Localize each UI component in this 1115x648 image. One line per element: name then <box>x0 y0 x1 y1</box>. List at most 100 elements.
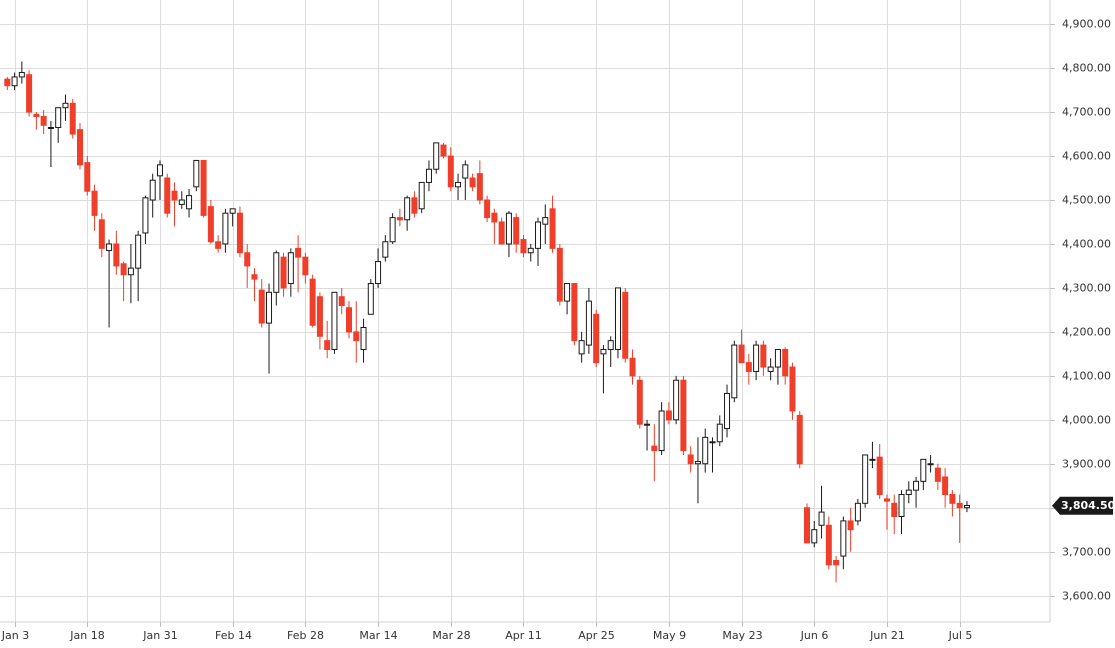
candle <box>796 411 803 469</box>
y-tick-label: 4,000.00 <box>1062 414 1111 427</box>
candle-body <box>91 190 98 216</box>
candle-body <box>767 366 774 372</box>
candle <box>91 184 98 231</box>
candle-body <box>818 511 825 526</box>
candle-body <box>135 234 142 269</box>
candle-body <box>542 217 549 225</box>
candle-body <box>883 498 890 502</box>
candle <box>215 235 222 253</box>
x-tick-label: Jan 3 <box>1 629 29 642</box>
candle <box>142 195 149 244</box>
candle-body <box>571 283 578 342</box>
candle-body <box>455 181 462 188</box>
candle-body <box>360 326 367 350</box>
candle-body <box>55 107 62 128</box>
last-price-tag-shape <box>1052 496 1113 515</box>
candle <box>18 61 25 84</box>
candle <box>905 481 912 504</box>
candle <box>687 446 694 473</box>
candle <box>753 340 760 381</box>
candle-body <box>644 423 651 426</box>
candle <box>411 191 418 218</box>
candle-body <box>229 208 236 214</box>
candle-body <box>876 456 883 496</box>
candle <box>156 160 163 201</box>
candle-body <box>404 197 411 221</box>
candle-body <box>331 291 338 350</box>
candle <box>287 248 294 297</box>
candle-body <box>505 212 512 245</box>
candle-body <box>367 283 374 315</box>
candle <box>956 494 963 543</box>
candle-body <box>847 520 854 531</box>
y-tick-label: 4,300.00 <box>1062 282 1111 295</box>
candle-body <box>920 458 927 482</box>
candle <box>585 287 592 354</box>
candle-body <box>709 441 716 444</box>
candle-body <box>796 414 803 465</box>
candle <box>782 347 789 385</box>
candle-body <box>251 274 258 280</box>
candle-body <box>556 247 563 302</box>
candle-body <box>585 300 592 346</box>
candle-body <box>40 115 47 126</box>
candle <box>862 454 869 508</box>
candle-body <box>716 423 723 443</box>
candle <box>302 252 309 284</box>
candle <box>367 279 374 315</box>
candle-body <box>77 129 83 166</box>
candle <box>556 243 563 306</box>
candle <box>418 181 425 214</box>
candle <box>571 283 578 346</box>
candle-body <box>69 102 76 135</box>
candle <box>193 159 200 192</box>
y-tick-label: 3,700.00 <box>1062 546 1111 559</box>
candle <box>113 230 120 275</box>
candle <box>578 331 585 363</box>
x-tick-label: Mar 28 <box>432 629 470 642</box>
candle-body <box>927 463 934 466</box>
candle-body <box>302 256 309 276</box>
candle-body <box>345 307 352 333</box>
candle-body <box>127 267 134 276</box>
candle-body <box>535 221 542 249</box>
candle-body <box>593 313 600 364</box>
candle <box>731 340 738 403</box>
candle-body <box>527 247 534 254</box>
y-tick-label: 4,200.00 <box>1062 326 1111 339</box>
candle <box>164 173 171 218</box>
candle <box>331 291 338 354</box>
candle-body <box>382 241 389 258</box>
candle-body <box>520 239 527 254</box>
candle <box>622 287 629 363</box>
candle-body <box>113 243 120 267</box>
candle <box>98 213 105 258</box>
candle-body <box>840 520 847 557</box>
x-tick-label: Mar 14 <box>359 629 397 642</box>
candle-body <box>33 113 40 117</box>
candle-body <box>898 494 905 518</box>
candle-body <box>353 331 360 342</box>
candle <box>942 468 949 508</box>
candle-body <box>963 505 970 509</box>
candle-body <box>614 287 621 350</box>
candle <box>883 494 890 530</box>
candle-body <box>62 102 69 109</box>
candle <box>927 454 934 473</box>
candle-body <box>411 197 418 214</box>
x-tick-label: Jan 18 <box>69 629 104 642</box>
candle <box>673 375 680 425</box>
candle <box>876 443 883 499</box>
candle <box>847 507 854 552</box>
candle <box>644 419 651 451</box>
candle <box>120 261 127 302</box>
x-tick-label: Jun 6 <box>800 629 829 642</box>
candle-body <box>207 206 214 243</box>
candle-body <box>266 291 273 324</box>
candle-body <box>120 263 127 276</box>
candle <box>513 213 520 253</box>
candle <box>804 503 810 544</box>
candle <box>26 70 33 117</box>
